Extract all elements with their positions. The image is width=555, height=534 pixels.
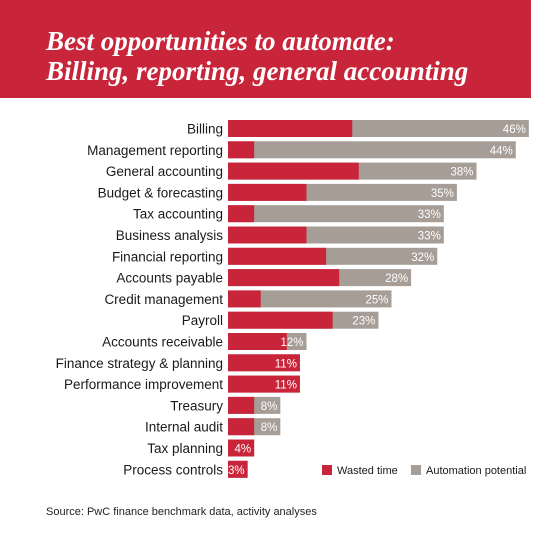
wasted-bar-payroll — [228, 311, 333, 329]
wasted-bar-business-analysis — [228, 226, 307, 244]
legend-swatch-automation — [411, 465, 421, 475]
category-label-billing: Billing — [187, 122, 223, 137]
wasted-bar-credit-management — [228, 290, 261, 308]
bars-layer: Billing 46% Management reporting 44% General… — [56, 120, 529, 478]
chart-title-line-1: Best opportunities to automate: — [46, 26, 395, 56]
category-label-payroll: Payroll — [182, 313, 223, 328]
wasted-bar-accounts-payable — [228, 269, 340, 287]
category-label-treasury: Treasury — [170, 398, 223, 413]
value-label-process-controls: 3% — [228, 465, 245, 477]
category-label-general-accounting: General accounting — [106, 164, 223, 179]
wasted-bar-financial-reporting — [228, 247, 327, 265]
category-label-accounts-payable: Accounts payable — [116, 271, 223, 286]
value-label-tax-accounting: 33% — [418, 209, 441, 221]
value-label-treasury: 8% — [261, 401, 278, 413]
value-label-payroll: 23% — [352, 316, 375, 328]
wasted-bar-management-reporting — [228, 141, 255, 159]
legend: Wasted time Automation potential — [322, 465, 526, 477]
category-label-process-controls: Process controls — [123, 462, 223, 477]
category-label-performance-improvement: Performance improvement — [64, 377, 223, 392]
chart-title-line-2: Billing, reporting, general accounting — [46, 56, 469, 86]
title-banner — [0, 0, 531, 98]
value-label-billing: 46% — [503, 124, 526, 136]
automation-bar-management-reporting — [228, 141, 516, 159]
category-label-internal-audit: Internal audit — [145, 420, 223, 435]
legend-label-wasted: Wasted time — [337, 465, 398, 477]
value-label-internal-audit: 8% — [261, 422, 278, 434]
category-label-tax-accounting: Tax accounting — [133, 207, 223, 222]
wasted-bar-process-controls — [228, 460, 248, 478]
value-label-credit-management: 25% — [365, 294, 388, 306]
category-label-budget-and-forecasting: Budget & forecasting — [98, 185, 223, 200]
value-label-budget-and-forecasting: 35% — [431, 188, 454, 200]
wasted-bar-tax-planning — [228, 439, 255, 457]
wasted-bar-internal-audit — [228, 418, 255, 436]
category-label-accounts-receivable: Accounts receivable — [102, 335, 223, 350]
legend-swatch-wasted — [322, 465, 332, 475]
wasted-bar-general-accounting — [228, 162, 359, 180]
value-label-performance-improvement: 11% — [275, 380, 297, 392]
wasted-bar-treasury — [228, 396, 255, 414]
value-label-finance-strategy-and-planning: 11% — [275, 358, 297, 370]
bar-chart: Billing 46% Management reporting 44% General… — [56, 120, 529, 478]
value-label-tax-planning: 4% — [235, 444, 252, 456]
wasted-bar-accounts-receivable — [228, 333, 287, 350]
category-label-tax-planning: Tax planning — [147, 441, 223, 456]
wasted-bar-tax-accounting — [228, 205, 255, 223]
wasted-bar-budget-and-forecasting — [228, 183, 307, 201]
category-label-financial-reporting: Financial reporting — [112, 249, 223, 264]
value-label-management-reporting: 44% — [490, 145, 513, 157]
source-note: Source: PwC finance benchmark data, acti… — [46, 506, 317, 518]
category-label-credit-management: Credit management — [104, 292, 223, 307]
value-label-accounts-receivable: 12% — [280, 337, 303, 349]
value-label-financial-reporting: 32% — [411, 252, 434, 264]
wasted-bar-performance-improvement — [228, 375, 300, 393]
wasted-bar-billing — [228, 120, 353, 137]
value-label-accounts-payable: 28% — [385, 273, 408, 285]
value-label-general-accounting: 38% — [450, 167, 473, 179]
value-label-business-analysis: 33% — [418, 231, 441, 243]
wasted-bar-finance-strategy-and-planning — [228, 354, 300, 372]
category-label-business-analysis: Business analysis — [116, 228, 224, 243]
category-label-management-reporting: Management reporting — [87, 143, 223, 158]
category-label-finance-strategy-and-planning: Finance strategy & planning — [56, 356, 223, 371]
automation-bar-tax-accounting — [228, 205, 444, 223]
automation-bar-credit-management — [228, 290, 392, 308]
legend-label-automation: Automation potential — [426, 465, 526, 477]
